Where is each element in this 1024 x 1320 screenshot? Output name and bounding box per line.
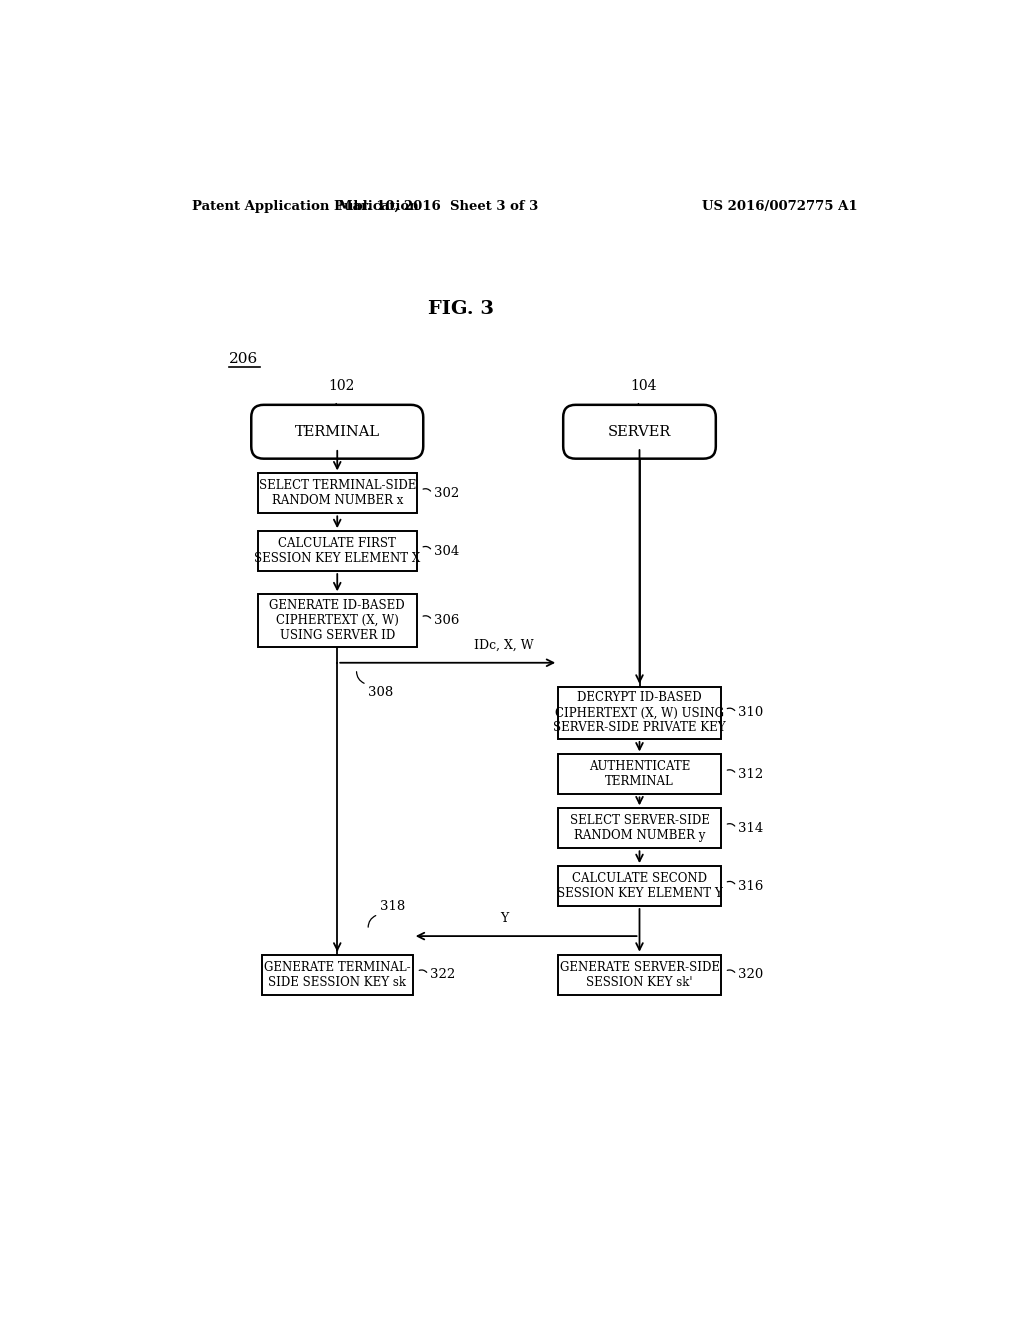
Text: TERMINAL: TERMINAL: [295, 425, 380, 438]
Text: 104: 104: [630, 379, 656, 393]
Text: 320: 320: [738, 968, 763, 981]
Text: IDc, X, W: IDc, X, W: [474, 639, 534, 652]
Text: 314: 314: [738, 822, 763, 834]
Bar: [258, 474, 417, 513]
Bar: [258, 594, 417, 647]
Bar: [558, 686, 721, 739]
Text: GENERATE SERVER-SIDE
SESSION KEY sk': GENERATE SERVER-SIDE SESSION KEY sk': [559, 961, 720, 989]
Bar: [558, 866, 721, 906]
Text: 206: 206: [228, 352, 258, 367]
Text: CALCULATE SECOND
SESSION KEY ELEMENT Y: CALCULATE SECOND SESSION KEY ELEMENT Y: [557, 873, 722, 900]
Text: AUTHENTICATE
TERMINAL: AUTHENTICATE TERMINAL: [589, 760, 690, 788]
Text: 316: 316: [738, 879, 763, 892]
Text: 304: 304: [434, 545, 459, 557]
Text: DECRYPT ID-BASED
CIPHERTEXT (X, W) USING
SERVER-SIDE PRIVATE KEY: DECRYPT ID-BASED CIPHERTEXT (X, W) USING…: [553, 692, 726, 734]
Bar: [262, 954, 413, 995]
Text: SERVER: SERVER: [608, 425, 671, 438]
Text: 322: 322: [430, 968, 455, 981]
Text: 306: 306: [434, 614, 459, 627]
Text: SELECT SERVER-SIDE
RANDOM NUMBER y: SELECT SERVER-SIDE RANDOM NUMBER y: [569, 814, 710, 842]
Bar: [258, 531, 417, 572]
Bar: [558, 755, 721, 795]
Text: GENERATE TERMINAL-
SIDE SESSION KEY sk: GENERATE TERMINAL- SIDE SESSION KEY sk: [264, 961, 411, 989]
Bar: [558, 808, 721, 849]
FancyBboxPatch shape: [251, 405, 423, 458]
Text: Y: Y: [500, 912, 508, 925]
Text: FIG. 3: FIG. 3: [428, 300, 495, 318]
Text: SELECT TERMINAL-SIDE
RANDOM NUMBER x: SELECT TERMINAL-SIDE RANDOM NUMBER x: [259, 479, 416, 507]
Text: CALCULATE FIRST
SESSION KEY ELEMENT X: CALCULATE FIRST SESSION KEY ELEMENT X: [254, 537, 421, 565]
Bar: [558, 954, 721, 995]
Text: 308: 308: [369, 686, 393, 698]
Text: US 2016/0072775 A1: US 2016/0072775 A1: [702, 199, 858, 213]
Text: Patent Application Publication: Patent Application Publication: [191, 199, 418, 213]
Text: 312: 312: [738, 768, 763, 781]
Text: 318: 318: [380, 900, 406, 913]
Text: 302: 302: [434, 487, 459, 500]
Text: 310: 310: [738, 706, 763, 719]
Text: GENERATE ID-BASED
CIPHERTEXT (X, W)
USING SERVER ID: GENERATE ID-BASED CIPHERTEXT (X, W) USIN…: [269, 599, 406, 642]
Text: 102: 102: [328, 379, 354, 393]
FancyBboxPatch shape: [563, 405, 716, 458]
Text: Mar. 10, 2016  Sheet 3 of 3: Mar. 10, 2016 Sheet 3 of 3: [338, 199, 539, 213]
